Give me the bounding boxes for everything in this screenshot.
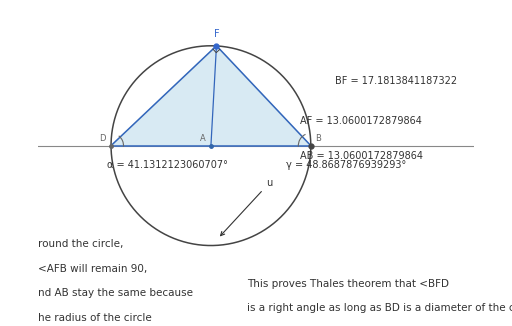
Text: is a right angle as long as BD is a diameter of the circle: is a right angle as long as BD is a diam… xyxy=(247,303,512,313)
Text: D: D xyxy=(99,134,105,143)
Text: F: F xyxy=(214,29,219,39)
Text: α = 41.1312123060707°: α = 41.1312123060707° xyxy=(107,159,228,170)
Polygon shape xyxy=(111,46,311,146)
Text: nd AB stay the same because: nd AB stay the same because xyxy=(37,289,193,298)
Text: B: B xyxy=(315,134,321,143)
Text: γ = 48.8687876939293°: γ = 48.8687876939293° xyxy=(286,159,406,170)
Text: he radius of the circle: he radius of the circle xyxy=(37,313,151,323)
Text: AB = 13.0600172879864: AB = 13.0600172879864 xyxy=(300,152,423,161)
Text: A: A xyxy=(200,134,205,143)
Text: AF = 13.0600172879864: AF = 13.0600172879864 xyxy=(300,116,421,126)
Text: u: u xyxy=(221,178,272,236)
Text: This proves Thales theorem that <BFD: This proves Thales theorem that <BFD xyxy=(247,279,449,289)
Text: <AFB will remain 90,: <AFB will remain 90, xyxy=(37,264,147,274)
Text: BF = 17.1813841187322: BF = 17.1813841187322 xyxy=(335,77,457,86)
Text: round the circle,: round the circle, xyxy=(37,240,123,249)
